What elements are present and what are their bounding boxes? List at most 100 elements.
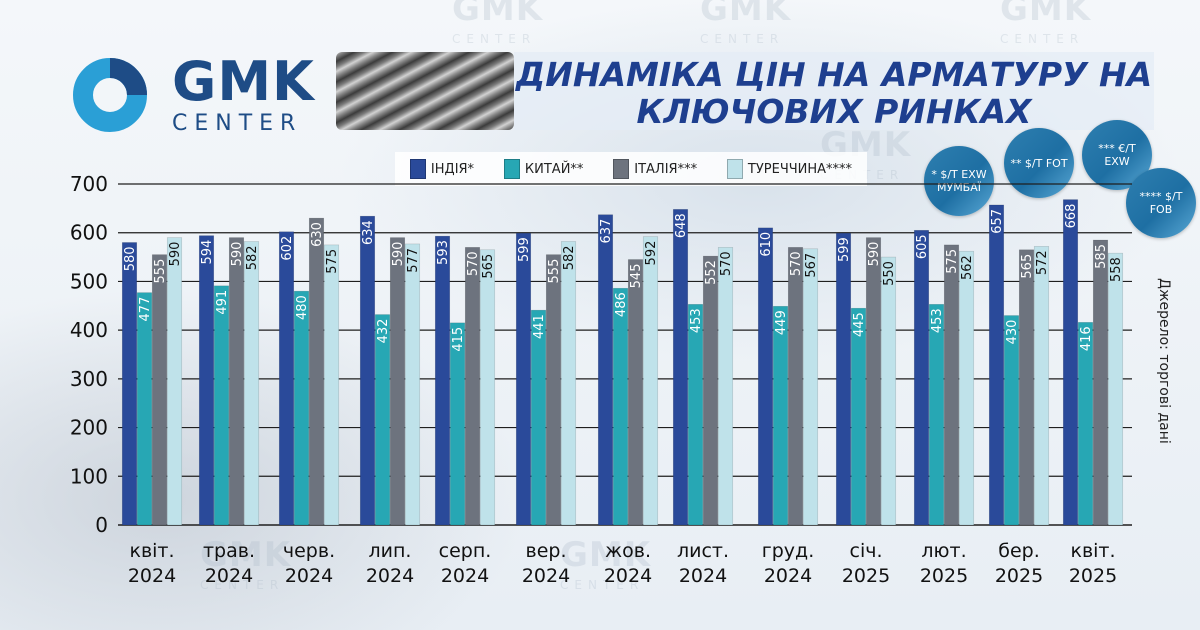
y-tick-label: 100 bbox=[70, 464, 108, 488]
bar-value-label: 599 bbox=[837, 237, 852, 262]
bar-value-label: 592 bbox=[644, 241, 659, 266]
bar-value-label: 582 bbox=[245, 245, 260, 270]
y-tick-label: 400 bbox=[70, 318, 108, 342]
x-tick-label-month: черв. bbox=[283, 540, 335, 562]
x-tick-label-year: 2025 bbox=[842, 565, 890, 587]
bar-value-label: 575 bbox=[945, 249, 960, 274]
bar-value-label: 491 bbox=[215, 290, 230, 315]
legend-label-turkey: ТУРЕЧЧИНА**** bbox=[747, 161, 853, 177]
bar-value-label: 634 bbox=[361, 220, 376, 245]
x-tick-label-year: 2024 bbox=[604, 565, 652, 587]
x-tick-label-month: лип. bbox=[369, 540, 412, 562]
bar-value-label: 668 bbox=[1064, 204, 1079, 229]
x-tick-label-month: лист. bbox=[677, 540, 729, 562]
gmk-center-logo: GMK CENTER bbox=[72, 50, 322, 136]
bar-value-label: 432 bbox=[376, 319, 391, 344]
x-tick-label-month: серп. bbox=[439, 540, 492, 562]
bar-value-label: 657 bbox=[990, 209, 1005, 234]
bar-value-label: 555 bbox=[547, 259, 562, 284]
bar-turkey bbox=[404, 243, 421, 526]
bar-turkey bbox=[1107, 252, 1124, 526]
bar-turkey bbox=[560, 241, 577, 526]
bar-value-label: 590 bbox=[230, 242, 245, 267]
bar-china bbox=[530, 309, 547, 526]
bar-turkey bbox=[1033, 246, 1050, 526]
legend-item-china: КИТАЙ** bbox=[503, 159, 583, 179]
x-tick-label-year: 2024 bbox=[285, 565, 333, 587]
bar-turkey bbox=[802, 248, 819, 526]
bar-value-label: 637 bbox=[599, 219, 614, 244]
bar-india bbox=[278, 231, 295, 526]
chart-title-line-1: ДИНАМІКА ЦІН НА АРМАТУРУ НА bbox=[515, 55, 1153, 94]
bar-china bbox=[687, 304, 704, 526]
bar-value-label: 565 bbox=[1020, 254, 1035, 279]
logo-wordmark: GMK bbox=[172, 50, 315, 113]
bar-turkey bbox=[243, 241, 260, 526]
bar-china bbox=[612, 287, 629, 526]
bar-value-label: 558 bbox=[1109, 257, 1124, 282]
bar-italy bbox=[308, 217, 325, 526]
bar-value-label: 416 bbox=[1079, 326, 1094, 351]
bar-value-label: 570 bbox=[466, 251, 481, 276]
bar-italy bbox=[1018, 249, 1035, 526]
logo-ring-icon bbox=[73, 58, 147, 132]
x-tick-label-year: 2024 bbox=[764, 565, 812, 587]
bar-value-label: 449 bbox=[774, 310, 789, 335]
bar-value-label: 580 bbox=[123, 246, 138, 271]
bar-china bbox=[293, 290, 310, 526]
bar-china bbox=[772, 305, 789, 526]
bar-value-label: 575 bbox=[325, 249, 340, 274]
bar-value-label: 555 bbox=[153, 259, 168, 284]
bar-value-label: 630 bbox=[310, 222, 325, 247]
x-tick-label-month: груд. bbox=[762, 540, 814, 562]
legend-swatch-india bbox=[409, 159, 426, 179]
bar-value-label: 590 bbox=[391, 242, 406, 267]
bar-turkey bbox=[642, 236, 659, 526]
y-tick-label: 0 bbox=[95, 513, 108, 537]
bar-india bbox=[913, 229, 930, 526]
legend-item-india: ІНДІЯ* bbox=[409, 159, 474, 179]
bar-italy bbox=[389, 237, 406, 526]
x-tick-label-year: 2024 bbox=[205, 565, 253, 587]
bar-value-label: 599 bbox=[517, 237, 532, 262]
chart-title: ДИНАМІКА ЦІН НА АРМАТУРУ НА КЛЮЧОВИХ РИН… bbox=[514, 56, 1154, 130]
bar-india bbox=[757, 227, 774, 526]
bar-india bbox=[672, 209, 689, 526]
x-tick-label-year: 2024 bbox=[441, 565, 489, 587]
bar-turkey bbox=[958, 250, 975, 526]
bar-china bbox=[928, 304, 945, 526]
logo-subtitle: CENTER bbox=[172, 111, 303, 136]
bar-italy bbox=[627, 259, 644, 526]
y-tick-label: 500 bbox=[70, 269, 108, 293]
bar-value-label: 486 bbox=[614, 292, 629, 317]
bar-value-label: 594 bbox=[200, 240, 215, 265]
legend-label-italy: ІТАЛІЯ*** bbox=[634, 161, 698, 177]
y-tick-label: 600 bbox=[70, 221, 108, 245]
bar-india bbox=[988, 204, 1005, 526]
x-tick-label-year: 2024 bbox=[522, 565, 570, 587]
bar-china bbox=[1003, 315, 1020, 526]
bar-italy bbox=[228, 237, 245, 526]
bar-value-label: 648 bbox=[674, 213, 689, 238]
bar-value-label: 605 bbox=[915, 234, 930, 259]
x-tick-label-month: січ. bbox=[850, 540, 883, 562]
bar-value-label: 572 bbox=[1035, 250, 1050, 275]
unit-badge-turkey: **** $/Т FOB bbox=[1126, 168, 1196, 238]
legend-swatch-china bbox=[503, 159, 520, 179]
y-tick-label: 200 bbox=[70, 416, 108, 440]
unit-badge-india: * $/Т EXW МУМБАЇ bbox=[924, 146, 994, 216]
x-tick-label-year: 2024 bbox=[679, 565, 727, 587]
bar-italy bbox=[545, 254, 562, 526]
bar-italy bbox=[943, 244, 960, 526]
source-note: Джерело: торгові дані bbox=[1156, 278, 1172, 444]
bar-value-label: 610 bbox=[759, 232, 774, 257]
bar-value-label: 590 bbox=[168, 242, 183, 267]
unit-badge-label: ** $/Т FOT bbox=[1010, 156, 1068, 170]
bar-india bbox=[434, 235, 451, 526]
bar-value-label: 441 bbox=[532, 314, 547, 339]
x-tick-label-month: бер. bbox=[998, 540, 1040, 562]
bar-value-label: 602 bbox=[280, 236, 295, 261]
x-tick-label-year: 2025 bbox=[995, 565, 1043, 587]
